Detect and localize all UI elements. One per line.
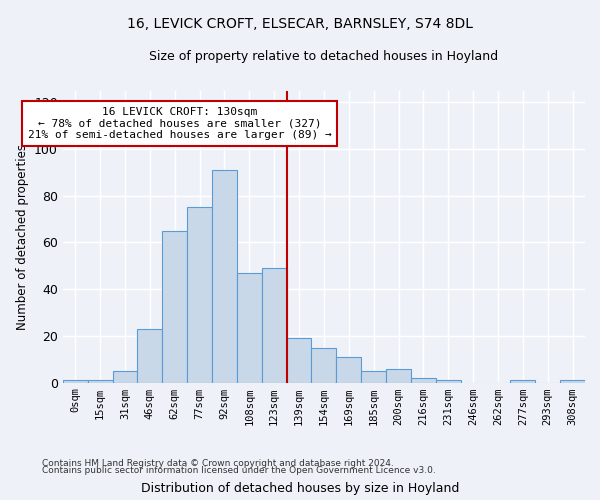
Bar [237, 273, 262, 382]
Text: Contains HM Land Registry data © Crown copyright and database right 2024.: Contains HM Land Registry data © Crown c… [42, 458, 394, 468]
Text: Contains public sector information licensed under the Open Government Licence v3: Contains public sector information licen… [42, 466, 436, 475]
Bar [511, 380, 535, 382]
Bar [88, 380, 113, 382]
Bar [311, 348, 337, 382]
Bar [361, 371, 386, 382]
Bar [113, 371, 137, 382]
Title: Size of property relative to detached houses in Hoyland: Size of property relative to detached ho… [149, 50, 499, 63]
Y-axis label: Number of detached properties: Number of detached properties [16, 144, 29, 330]
Bar [262, 268, 287, 382]
Bar [337, 357, 361, 382]
Bar [411, 378, 436, 382]
Text: 16, LEVICK CROFT, ELSECAR, BARNSLEY, S74 8DL: 16, LEVICK CROFT, ELSECAR, BARNSLEY, S74… [127, 18, 473, 32]
Bar [162, 231, 187, 382]
Bar [212, 170, 237, 382]
Bar [287, 338, 311, 382]
Bar [436, 380, 461, 382]
Bar [137, 329, 162, 382]
Bar [63, 380, 88, 382]
Bar [386, 368, 411, 382]
Bar [187, 208, 212, 382]
Text: Distribution of detached houses by size in Hoyland: Distribution of detached houses by size … [141, 482, 459, 495]
Bar [560, 380, 585, 382]
Text: 16 LEVICK CROFT: 130sqm
← 78% of detached houses are smaller (327)
21% of semi-d: 16 LEVICK CROFT: 130sqm ← 78% of detache… [28, 107, 332, 140]
